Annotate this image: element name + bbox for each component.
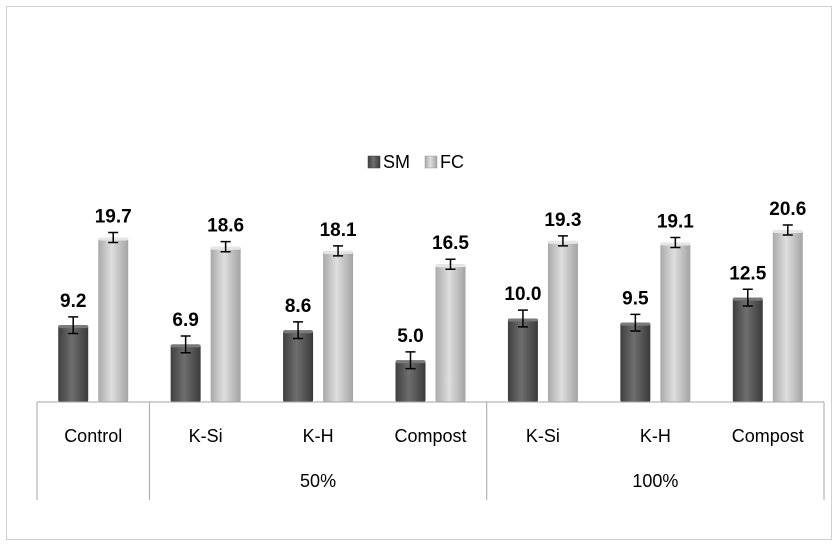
legend-swatch-sm	[367, 155, 381, 169]
category-label: K-H	[303, 426, 334, 446]
category-label: Compost	[732, 426, 804, 446]
bar-sm	[283, 330, 314, 402]
data-label-sm: 6.9	[172, 310, 198, 331]
bar-fc	[547, 240, 578, 402]
bar-fc	[435, 264, 466, 402]
data-label-fc: 19.3	[544, 210, 581, 231]
error-bar-sm	[405, 351, 416, 370]
data-label-fc: 19.7	[95, 206, 132, 227]
data-label-fc: 18.1	[320, 220, 357, 241]
error-bar-sm	[630, 313, 641, 332]
bar-fc	[210, 246, 241, 402]
bar-sm	[58, 325, 89, 402]
error-bar-sm	[517, 309, 528, 328]
data-label-fc: 19.1	[657, 212, 694, 233]
error-bar-fc	[108, 231, 119, 244]
bar-fc	[772, 229, 803, 402]
category-axis: Control K-Si K-H Compost K-Si K-H Compost 50% 10…	[36, 401, 825, 500]
bar-fc	[98, 237, 129, 402]
category-label: Compost	[394, 426, 466, 446]
category-label: K-H	[640, 426, 671, 446]
bar-sm	[170, 344, 201, 402]
error-bar-fc	[445, 258, 456, 270]
error-bar-sm	[293, 321, 304, 340]
error-bar-fc	[333, 245, 344, 257]
data-label-sm: 8.6	[285, 296, 311, 317]
group-label: 100%	[632, 471, 678, 491]
legend-swatch-fc	[424, 155, 438, 169]
category-label: K-Si	[189, 426, 223, 446]
plot-area: 9.2 19.7 6.9 18.6 8.6 18.1 5.0 16.5 10.0 19.3 9.5 1…	[58, 199, 806, 402]
legend: SM FC	[367, 152, 464, 172]
data-label-fc: 20.6	[769, 199, 806, 220]
data-label-fc: 18.6	[207, 216, 244, 237]
error-bar-fc	[782, 224, 793, 236]
data-label-sm: 9.2	[60, 291, 86, 312]
bar-sm	[732, 297, 763, 402]
data-label-fc: 16.5	[432, 233, 469, 254]
error-bar-fc	[557, 235, 568, 247]
bar-fc	[323, 250, 354, 402]
bar-sm	[507, 318, 538, 402]
data-label-sm: 10.0	[504, 284, 541, 305]
data-label-sm: 9.5	[622, 288, 649, 309]
data-label-sm: 5.0	[397, 326, 423, 347]
group-label: 50%	[300, 471, 336, 491]
chart-frame	[6, 6, 832, 540]
error-bar-fc	[670, 236, 681, 249]
error-bar-sm	[742, 288, 753, 307]
legend-label-fc: FC	[440, 152, 464, 172]
legend-label-sm: SM	[383, 152, 410, 172]
category-label: K-Si	[526, 426, 560, 446]
bar-sm	[395, 360, 426, 402]
category-label: Control	[64, 426, 122, 446]
bar-sm	[620, 322, 651, 402]
bar-fc	[660, 242, 691, 402]
error-bar-sm	[180, 335, 191, 354]
error-bar-sm	[68, 316, 79, 335]
data-label-sm: 12.5	[729, 263, 766, 284]
error-bar-fc	[220, 240, 231, 253]
